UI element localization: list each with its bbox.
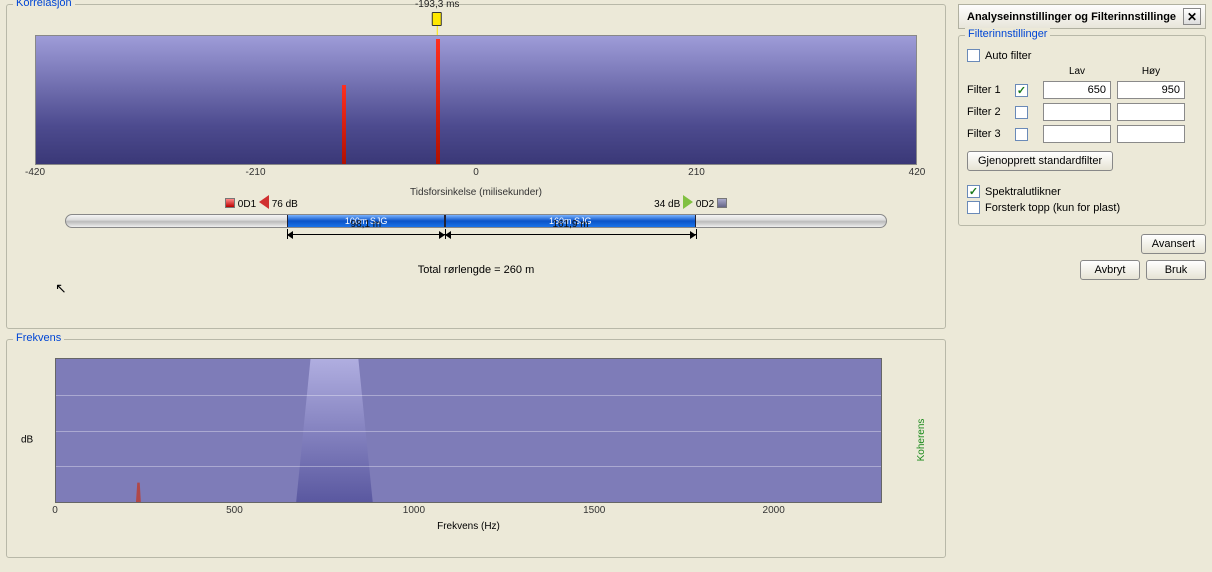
axis-tick: 2000: [763, 505, 785, 516]
frequency-title: Frekvens: [13, 332, 64, 344]
frequency-group: Frekvens dB 1 0 Koherens 0 5: [6, 339, 946, 558]
frequency-ylabel-right: Koherens: [916, 418, 927, 461]
col-header-high: Høy: [1117, 66, 1185, 77]
frequency-ylabel: dB: [21, 434, 33, 445]
filter3-high-input[interactable]: [1117, 125, 1185, 143]
pipe-diagram: 0D1 76 dB 34 dB 0D2 100m SJG 160m SJG: [65, 195, 887, 295]
frequency-chart[interactable]: dB 1 0 Koherens 0 500 1000: [35, 352, 917, 527]
filter2-label: Filter 2: [967, 106, 1009, 118]
apply-button[interactable]: Bruk: [1146, 260, 1206, 280]
sensor-color-icon: [225, 198, 235, 208]
sensor-right-label: 34 dB 0D2: [654, 195, 727, 210]
correlation-group: Korrelasjon -193,3 ms -420 -210 0 210 42…: [6, 4, 946, 329]
correlation-title: Korrelasjon: [13, 0, 75, 9]
filter2-low-input[interactable]: [1043, 103, 1111, 121]
sensor-left-label: 0D1 76 dB: [225, 195, 298, 210]
filter1-checkbox[interactable]: ✓: [1015, 84, 1028, 97]
sensor-color-icon: [717, 198, 727, 208]
frequency-xlabel: Frekvens (Hz): [55, 521, 882, 532]
filter3-label: Filter 3: [967, 128, 1009, 140]
total-length-label: Total rørlengde = 260 m: [65, 264, 887, 276]
axis-tick: 1500: [583, 505, 605, 516]
restore-defaults-button[interactable]: Gjenopprett standardfilter: [967, 151, 1113, 171]
panel-titlebar: Analyseinnstillinger og Filterinnstillin…: [958, 4, 1206, 29]
axis-tick: 0: [52, 505, 58, 516]
auto-filter-label: Auto filter: [985, 50, 1031, 62]
filter2-high-input[interactable]: [1117, 103, 1185, 121]
spectrum-lines: [56, 359, 881, 503]
signal-icon: [259, 195, 269, 209]
filter1-label: Filter 1: [967, 84, 1009, 96]
advanced-button[interactable]: Avansert: [1141, 234, 1206, 254]
correlation-plot: [35, 35, 917, 165]
corr-peak: [436, 39, 440, 164]
enhance-peak-label: Forsterk topp (kun for plast): [985, 202, 1120, 214]
frequency-x-axis: 0 500 1000 1500 2000: [55, 505, 882, 519]
axis-tick: -420: [25, 167, 45, 178]
dimension-right: 161,9 m: [445, 234, 697, 244]
filter-group-title: Filterinnstillinger: [965, 28, 1050, 40]
signal-icon: [683, 195, 693, 209]
auto-filter-checkbox[interactable]: [967, 49, 980, 62]
frequency-plot: 1 0: [55, 358, 882, 503]
time-marker-label: -193,3 ms: [415, 0, 459, 10]
corr-peak: [342, 85, 346, 164]
cancel-button[interactable]: Avbryt: [1080, 260, 1140, 280]
axis-tick: -210: [245, 167, 265, 178]
filter-settings-group: Filterinnstillinger Auto filter Lav Høy …: [958, 35, 1206, 226]
close-icon: ✕: [1187, 11, 1197, 23]
filter-grid: Lav Høy Filter 1 ✓ Filter 2 Filter 3: [967, 66, 1197, 143]
spectral-checkbox[interactable]: ✓: [967, 185, 980, 198]
filter3-checkbox[interactable]: [1015, 128, 1028, 141]
cursor-icon: ↖: [55, 280, 67, 297]
enhance-peak-checkbox[interactable]: [967, 201, 980, 214]
axis-tick: 0: [473, 167, 479, 178]
close-button[interactable]: ✕: [1183, 8, 1201, 25]
spectral-label: Spektralutlikner: [985, 186, 1061, 198]
dimension-left: 98,1 m: [287, 234, 445, 244]
axis-tick: 420: [909, 167, 926, 178]
axis-tick: 210: [688, 167, 705, 178]
axis-tick: 500: [226, 505, 243, 516]
correlation-chart[interactable]: -193,3 ms -420 -210 0 210 420 Tidsforsin…: [35, 17, 917, 187]
axis-tick: 1000: [403, 505, 425, 516]
col-header-low: Lav: [1043, 66, 1111, 77]
filter1-high-input[interactable]: [1117, 81, 1185, 99]
settings-panel: Analyseinnstillinger og Filterinnstillin…: [952, 0, 1212, 572]
panel-title: Analyseinnstillinger og Filterinnstillin…: [967, 11, 1176, 23]
filter3-low-input[interactable]: [1043, 125, 1111, 143]
filter1-low-input[interactable]: [1043, 81, 1111, 99]
correlation-x-axis: -420 -210 0 210 420: [35, 167, 917, 185]
filter2-checkbox[interactable]: [1015, 106, 1028, 119]
